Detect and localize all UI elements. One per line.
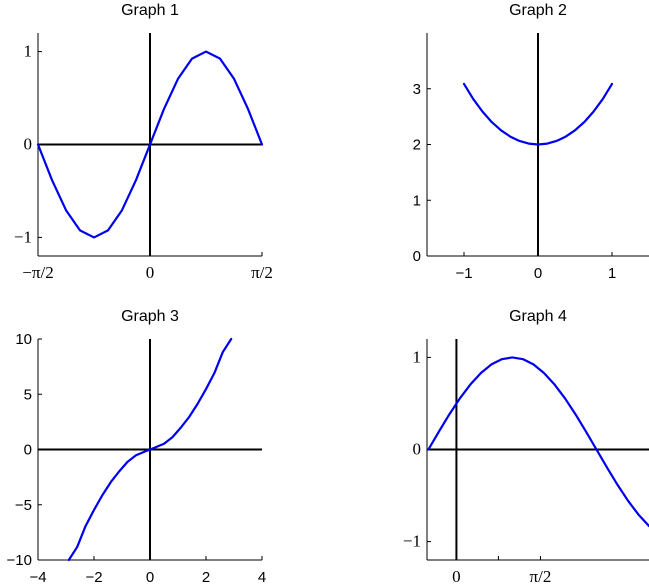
graph-3-y-tick-label: −5 — [15, 497, 32, 514]
graph-1-x-tick-label: π/2 — [251, 263, 273, 282]
graph-1-y-tick-label: −1 — [14, 227, 32, 246]
graph-1-x-tick-label: −π/2 — [22, 263, 53, 282]
graph-1-panel: Graph 1 −π/2 0 π/2 −1 0 1 — [14, 2, 273, 282]
graph-3-x-tick-label: 0 — [146, 569, 154, 586]
graph-3-y-tick-label: 10 — [15, 331, 32, 348]
graph-2-x-tick-label: −1 — [455, 265, 472, 282]
graph-3-x-tick-label: 2 — [202, 569, 210, 586]
graph-2-x-tick-label: 0 — [534, 265, 542, 282]
graph-4-y-tick-label: 0 — [413, 440, 422, 459]
graph-4-title: Graph 4 — [509, 308, 567, 325]
graph-4-x-tick-label: 0 — [452, 567, 461, 586]
graph-3-title: Graph 3 — [121, 308, 179, 325]
graph-3-x-tick-label: 4 — [258, 569, 266, 586]
graph-1-y-tick-label: 0 — [24, 135, 33, 154]
graph-3-y-tick-label: −10 — [7, 552, 32, 569]
graph-3-x-tick-label: −2 — [85, 569, 102, 586]
graph-2-y-tick-label: 3 — [413, 81, 421, 98]
graph-2-curve — [462, 82, 614, 146]
graph-1-x-tick-label: 0 — [146, 263, 155, 282]
graph-2-y-tick-label: 1 — [413, 192, 421, 209]
graph-3-y-tick-label: 0 — [24, 442, 32, 459]
graph-2-y-tick-label: 2 — [413, 137, 421, 154]
graph-1-y-tick-label: 1 — [24, 42, 33, 61]
graph-4-y-tick-label: 1 — [413, 347, 422, 366]
graph-2-panel: Graph 2 −1 0 1 0 1 2 3 — [413, 2, 649, 282]
graph-3-panel: Graph 3 −4 −2 0 2 4 −10 −5 0 5 10 — [7, 308, 267, 586]
graph-4-curve — [427, 356, 649, 528]
graph-1-title: Graph 1 — [121, 2, 179, 19]
graph-4-x-tick-label: π/2 — [530, 567, 552, 586]
graph-2-x-tick-label: 1 — [608, 265, 616, 282]
graph-1-curve — [36, 50, 264, 239]
graph-3-x-tick-label: −4 — [29, 569, 46, 586]
graph-3-y-tick-label: 5 — [24, 386, 32, 403]
graph-2-y-tick-label: 0 — [413, 248, 421, 265]
graph-3-curve — [67, 337, 233, 562]
graph-2-title: Graph 2 — [509, 2, 567, 19]
graph-4-panel: Graph 4 0 π/2 −1 0 1 — [403, 308, 649, 586]
graph-4-y-tick-label: −1 — [403, 532, 421, 551]
